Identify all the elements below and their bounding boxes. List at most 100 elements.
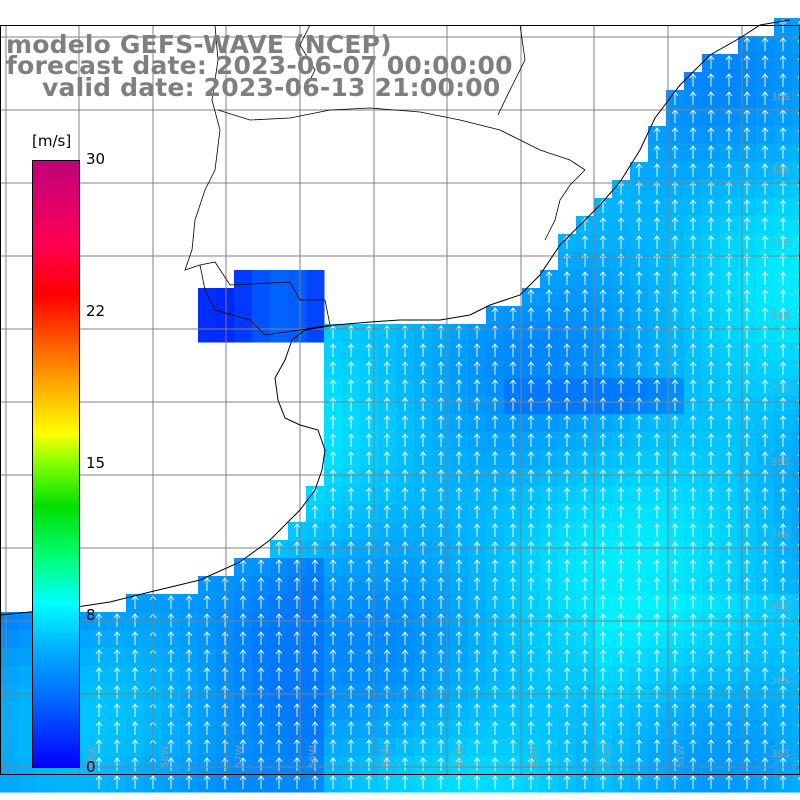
- wind-arrow: [509, 739, 517, 753]
- wind-speed-cell: [198, 288, 217, 307]
- wind-arrow: [221, 703, 229, 717]
- wind-arrow: [329, 505, 337, 519]
- wind-arrow: [653, 469, 661, 483]
- wind-arrow: [455, 775, 463, 789]
- wind-arrow: [689, 271, 697, 285]
- model-title: modelo GEFS-WAVE (NCEP): [6, 30, 392, 59]
- wind-arrow: [653, 649, 661, 663]
- wind-arrow: [509, 433, 517, 447]
- wind-arrow: [581, 559, 589, 573]
- wind-arrow: [437, 433, 445, 447]
- wind-arrow: [293, 685, 301, 699]
- wind-arrow: [365, 343, 373, 357]
- wind-arrow: [455, 523, 463, 537]
- wind-arrow: [599, 523, 607, 537]
- colorbar-tick-8: 8: [86, 606, 96, 624]
- wind-arrow: [743, 577, 751, 591]
- wind-arrow: [743, 163, 751, 177]
- wind-speed-cell: [792, 306, 800, 325]
- wind-arrow: [455, 595, 463, 609]
- wind-arrow: [383, 361, 391, 375]
- wind-arrow: [581, 307, 589, 321]
- wind-arrow: [509, 775, 517, 789]
- wind-arrow: [761, 469, 769, 483]
- wind-arrow: [779, 559, 787, 573]
- wind-arrow: [329, 775, 337, 789]
- wind-arrow: [725, 55, 733, 69]
- wind-arrow: [437, 361, 445, 375]
- wind-arrow: [761, 757, 769, 771]
- wind-arrow: [401, 739, 409, 753]
- wind-arrow: [689, 577, 697, 591]
- wind-arrow: [707, 451, 715, 465]
- wind-arrow: [473, 397, 481, 411]
- wind-arrow: [203, 775, 211, 789]
- wind-arrow: [545, 721, 553, 735]
- wind-arrow: [563, 451, 571, 465]
- wind-arrow: [203, 595, 211, 609]
- wind-arrow: [509, 307, 517, 321]
- wind-arrow: [653, 163, 661, 177]
- wind-arrow: [455, 361, 463, 375]
- wind-speed-cell: [792, 720, 800, 739]
- wind-arrow: [419, 685, 427, 699]
- wind-arrow: [581, 721, 589, 735]
- wind-arrow: [671, 145, 679, 159]
- wind-arrow: [329, 721, 337, 735]
- wind-arrow: [725, 397, 733, 411]
- wind-arrow: [203, 739, 211, 753]
- wind-arrow: [761, 577, 769, 591]
- wind-arrow: [707, 577, 715, 591]
- wind-arrow: [509, 397, 517, 411]
- wind-arrow: [473, 685, 481, 699]
- wind-arrow: [653, 595, 661, 609]
- wind-arrow: [653, 217, 661, 231]
- wind-arrow: [743, 685, 751, 699]
- wind-arrow: [653, 487, 661, 501]
- wind-arrow: [527, 415, 535, 429]
- wind-arrow: [779, 523, 787, 537]
- wind-speed-cell: [18, 648, 37, 667]
- wind-arrow: [617, 415, 625, 429]
- wind-arrow: [221, 667, 229, 681]
- wind-arrow: [527, 703, 535, 717]
- wind-arrow: [707, 217, 715, 231]
- wind-arrow: [689, 685, 697, 699]
- wind-arrow: [563, 289, 571, 303]
- wind-arrow: [419, 739, 427, 753]
- wind-arrow: [527, 595, 535, 609]
- wind-arrow: [545, 433, 553, 447]
- wind-arrow: [725, 217, 733, 231]
- wind-arrow: [599, 235, 607, 249]
- wind-speed-cell: [306, 306, 325, 325]
- forecast-date: forecast date: 2023-06-07 00:00:00: [6, 51, 513, 80]
- wind-arrow: [383, 703, 391, 717]
- wind-arrow: [563, 505, 571, 519]
- wind-arrow: [419, 559, 427, 573]
- wind-arrow: [743, 235, 751, 249]
- wind-arrow: [275, 775, 283, 789]
- wind-arrow: [689, 505, 697, 519]
- wind-arrow: [383, 487, 391, 501]
- wind-arrow: [509, 415, 517, 429]
- wind-speed-cell: [792, 450, 800, 469]
- wind-arrow: [725, 235, 733, 249]
- wind-arrow: [509, 343, 517, 357]
- wind-arrow: [635, 397, 643, 411]
- wind-arrow: [761, 343, 769, 357]
- wind-arrow: [707, 163, 715, 177]
- wind-arrow: [581, 739, 589, 753]
- wind-arrow: [455, 649, 463, 663]
- wind-arrow: [671, 235, 679, 249]
- wind-arrow: [311, 559, 319, 573]
- wind-arrow: [599, 361, 607, 375]
- wind-arrow: [491, 397, 499, 411]
- wind-speed-cell: [0, 720, 19, 739]
- wind-arrow: [635, 649, 643, 663]
- wind-arrow: [473, 343, 481, 357]
- wind-arrow: [221, 721, 229, 735]
- wind-arrow: [311, 775, 319, 789]
- wind-arrow: [545, 667, 553, 681]
- wind-arrow: [365, 361, 373, 375]
- wind-arrow: [491, 307, 499, 321]
